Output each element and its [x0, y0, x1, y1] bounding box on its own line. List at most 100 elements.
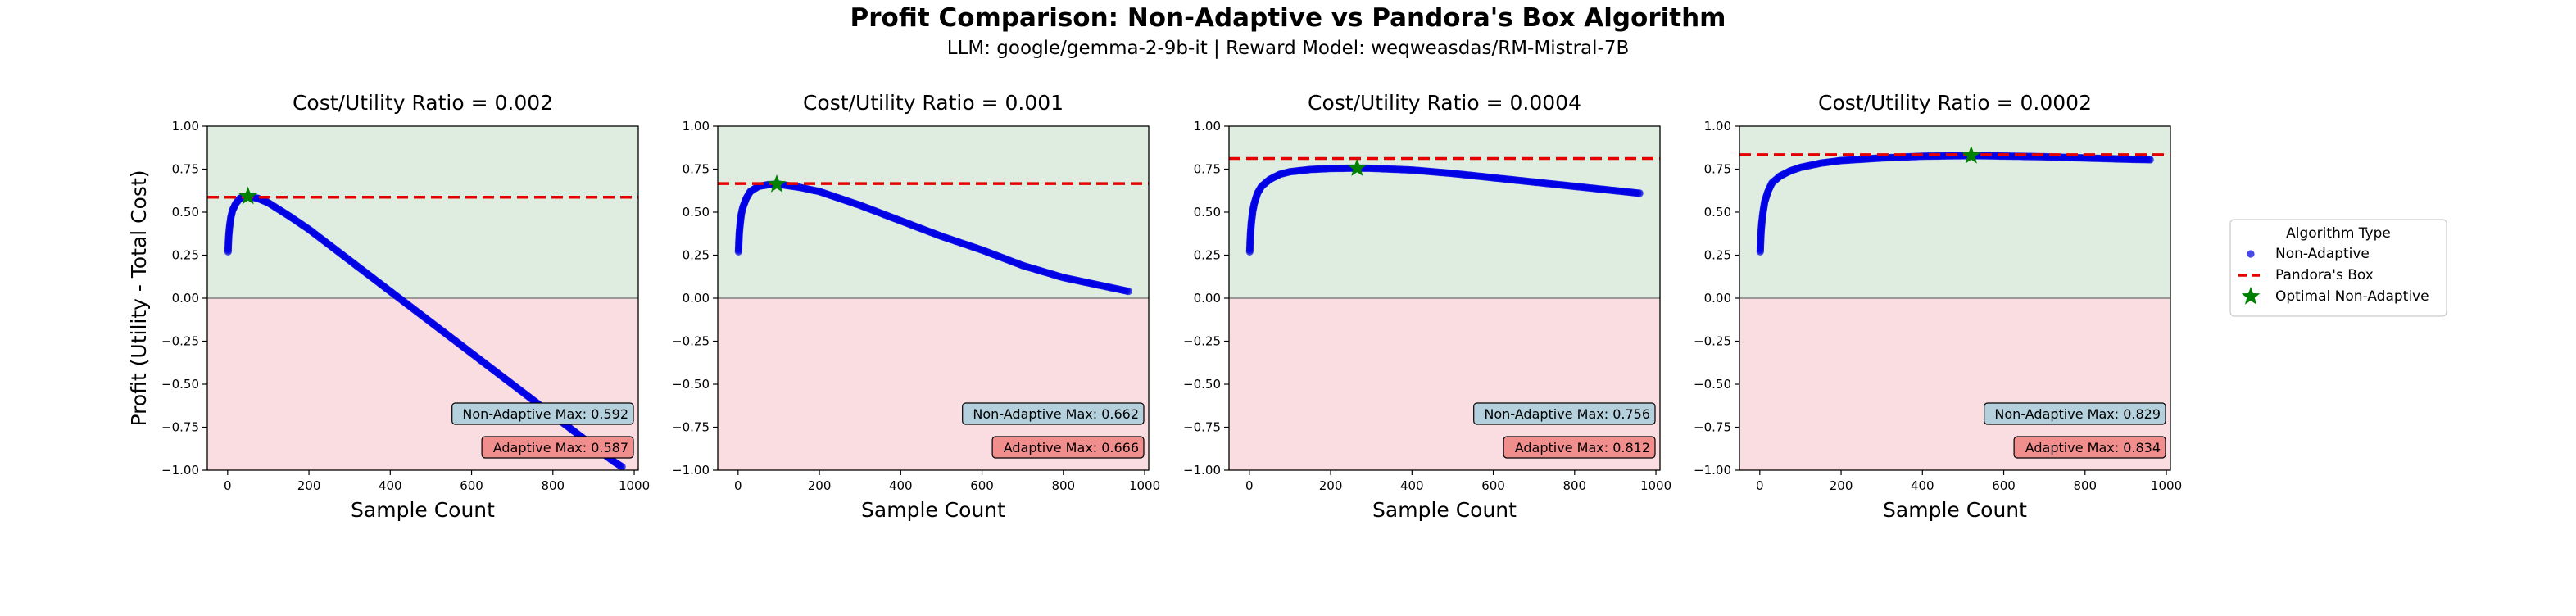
axes-frame: [206, 125, 639, 471]
adaptive-max-box-text: Adaptive Max: 0.666: [1004, 440, 1139, 455]
y-tick-label: 0.25: [1704, 248, 1731, 263]
subplot-title: Cost/Utility Ratio = 0.001: [803, 91, 1064, 115]
y-tick-label: 0.50: [1704, 205, 1731, 220]
x-tick-label: 0: [734, 478, 742, 493]
y-tick-label: 1.00: [683, 119, 710, 134]
y-tick-label: 0.50: [683, 205, 710, 220]
legend-entry: Optimal Non-Adaptive: [2275, 288, 2429, 305]
x-tick-label: 1000: [2151, 478, 2182, 493]
data-point: [618, 463, 626, 471]
y-tick-label: 0.00: [1704, 291, 1731, 306]
y-tick-label: −0.75: [1694, 420, 1731, 435]
x-tick-label: 400: [379, 478, 402, 493]
non-adaptive-max-box-text: Non-Adaptive Max: 0.829: [1994, 406, 2161, 422]
figure-subtitle: LLM: google/gemma-2-9b-it | Reward Model…: [946, 38, 1630, 59]
x-tick-label: 1000: [1129, 478, 1160, 493]
non-adaptive-max-box-text: Non-Adaptive Max: 0.662: [973, 406, 1139, 422]
y-tick-label: −0.25: [672, 334, 710, 349]
x-tick-label: 600: [1481, 478, 1505, 493]
y-tick-label: −0.50: [672, 377, 710, 392]
y-tick-label: −1.00: [1694, 463, 1731, 478]
x-tick-label: 200: [1830, 478, 1853, 493]
y-tick-label: 0.75: [172, 162, 199, 177]
subplot-3: 1.00 0.75 0.50 0.25 0.00 −0.25 −0.50 −0.75 −1.00…: [1183, 91, 1671, 522]
legend: Algorithm Type Non-Adaptive Pandora's Box O…: [2229, 219, 2447, 317]
y-tick-label: 0.50: [1194, 205, 1221, 220]
optimal-star: [238, 186, 257, 205]
y-tick-label: −1.00: [161, 463, 199, 478]
x-tick-label: 800: [2073, 478, 2097, 493]
y-tick-label: −0.75: [161, 420, 199, 435]
y-tick-label: −0.50: [161, 377, 199, 392]
data-point: [1124, 288, 1132, 296]
subplot-4: 1.00 0.75 0.50 0.25 0.00 −0.25 −0.50 −0.75 −1.00…: [1694, 91, 2182, 522]
subplot-1: 1.00 0.75 0.50 0.25 0.00 −0.25 −0.50 −0.75 −1.00…: [127, 91, 650, 522]
legend-title: Algorithm Type: [2286, 225, 2391, 242]
x-tick-label: 400: [1911, 478, 1934, 493]
x-tick-label: 0: [224, 478, 232, 493]
y-tick-label: 0.25: [1194, 248, 1221, 263]
optimal-star: [1961, 145, 1981, 164]
x-tick-label: 400: [1400, 478, 1424, 493]
x-axis-label: Sample Count: [1883, 498, 2027, 522]
x-tick-label: 200: [1319, 478, 1343, 493]
x-axis-label: Sample Count: [861, 498, 1005, 522]
y-tick-label: 0.00: [683, 291, 710, 306]
y-tick-label: 0.75: [1194, 162, 1221, 177]
axes-frame: [1739, 125, 2171, 471]
y-tick-label: −0.50: [1183, 377, 1221, 392]
subplot-title: Cost/Utility Ratio = 0.0004: [1308, 91, 1581, 115]
legend-entry: Non-Adaptive: [2275, 246, 2370, 262]
x-tick-label: 1000: [1640, 478, 1671, 493]
y-tick-label: 0.75: [1704, 162, 1731, 177]
y-axis-label: Profit (Utility - Total Cost): [127, 170, 151, 426]
x-tick-label: 600: [970, 478, 994, 493]
figure-title: Profit Comparison: Non-Adaptive vs Pando…: [850, 3, 1726, 33]
x-tick-label: 600: [460, 478, 483, 493]
profit-region: [1739, 126, 2170, 298]
x-tick-label: 400: [889, 478, 913, 493]
subplot-2: 1.00 0.75 0.50 0.25 0.00 −0.25 −0.50 −0.75 −1.00…: [672, 91, 1160, 522]
optimal-star: [767, 174, 787, 192]
x-tick-label: 800: [541, 478, 565, 493]
y-tick-label: −0.75: [672, 420, 710, 435]
non-adaptive-max-box: [1984, 402, 2166, 425]
x-tick-label: 800: [1051, 478, 1075, 493]
x-axis-label: Sample Count: [1372, 498, 1517, 522]
x-tick-label: 200: [297, 478, 321, 493]
y-tick-label: −0.75: [1183, 420, 1221, 435]
x-tick-label: 200: [808, 478, 832, 493]
non-adaptive-max-box-text: Non-Adaptive Max: 0.592: [462, 406, 628, 422]
legend-marker-non-adaptive: [2247, 250, 2255, 258]
y-tick-label: 0.75: [683, 162, 710, 177]
y-tick-label: −0.25: [1183, 334, 1221, 349]
profit-region: [1229, 126, 1660, 298]
y-tick-label: 0.00: [172, 291, 199, 306]
adaptive-max-box-text: Adaptive Max: 0.834: [2025, 440, 2161, 455]
legend-box: [2229, 219, 2447, 317]
legend-marker-optimal: [2241, 287, 2261, 305]
y-tick-label: 1.00: [1194, 119, 1221, 134]
adaptive-max-box: [1503, 436, 1656, 459]
x-tick-label: 800: [1562, 478, 1586, 493]
x-tick-label: 600: [1992, 478, 2016, 493]
non-adaptive-max-box: [962, 402, 1145, 425]
y-tick-label: 0.50: [172, 205, 199, 220]
y-tick-label: 1.00: [1704, 119, 1731, 134]
profit-region: [718, 126, 1149, 298]
y-tick-label: −1.00: [1183, 463, 1221, 478]
adaptive-max-box: [2013, 436, 2166, 459]
adaptive-max-box-text: Adaptive Max: 0.587: [493, 440, 628, 455]
optimal-star: [1347, 158, 1367, 176]
adaptive-max-box: [991, 436, 1145, 459]
y-tick-label: 1.00: [172, 119, 199, 134]
y-tick-label: −0.50: [1694, 377, 1731, 392]
y-tick-label: 0.25: [683, 248, 710, 263]
x-tick-label: 0: [1245, 478, 1254, 493]
profit-region: [207, 126, 638, 298]
y-tick-label: 0.00: [1194, 291, 1221, 306]
adaptive-max-box-text: Adaptive Max: 0.812: [1515, 440, 1650, 455]
non-adaptive-max-box-text: Non-Adaptive Max: 0.756: [1484, 406, 1650, 422]
